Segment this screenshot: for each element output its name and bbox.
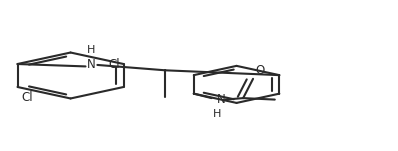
Text: H: H — [213, 109, 221, 119]
Text: N: N — [87, 58, 96, 71]
Text: H: H — [87, 45, 96, 55]
Text: O: O — [255, 64, 264, 77]
Text: N: N — [217, 93, 225, 106]
Text: Cl: Cl — [108, 58, 120, 71]
Text: Cl: Cl — [21, 92, 33, 104]
